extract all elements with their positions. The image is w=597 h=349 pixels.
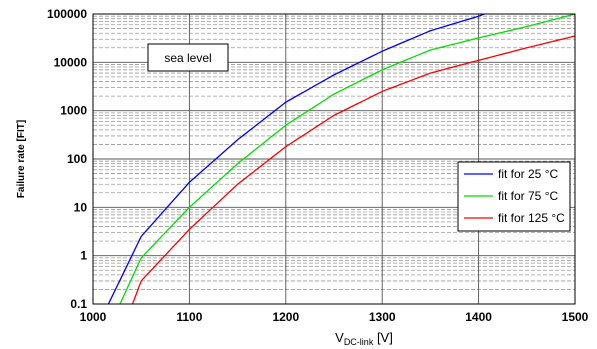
x-tick-label: 1100: [176, 310, 202, 324]
y-tick-label: 10000: [54, 55, 88, 69]
legend-label-1: fit for 25 °C: [498, 167, 558, 181]
legend-label-3: fit for 125 °C: [498, 211, 565, 225]
y-tick-label: 1000: [60, 104, 87, 118]
series-line-2: [119, 13, 576, 305]
minor-grid: [93, 15, 575, 290]
x-tick-label: 1000: [80, 310, 107, 324]
annotation-text: sea level: [164, 51, 211, 65]
legend: fit for 25 °C fit for 75 °C fit for 125 °C: [457, 161, 571, 232]
y-tick-label: 1: [80, 249, 87, 263]
series-layer: [107, 13, 576, 305]
annotation-box: sea level: [147, 43, 229, 72]
x-axis-label: VDC-link [V]: [335, 330, 393, 347]
x-axis-label-unit: [V]: [373, 330, 393, 345]
legend-label-2: fit for 75 °C: [498, 189, 558, 203]
x-tick-label: 1500: [562, 310, 589, 324]
x-tick-labels: 1000 1100 1200 1300 1400 1500: [80, 310, 589, 324]
series-line-1: [107, 13, 485, 305]
x-axis-label-sub: DC-link: [344, 337, 374, 347]
y-tick-label: 10: [74, 200, 88, 214]
y-tick-label: 100: [67, 152, 87, 166]
y-axis-label: Failure rate [FIT]: [16, 120, 27, 198]
x-tick-label: 1400: [465, 310, 492, 324]
x-tick-label: 1300: [369, 310, 396, 324]
series-line-3: [131, 35, 576, 305]
x-tick-label: 1200: [272, 310, 299, 324]
x-axis-label-main: V: [335, 330, 344, 345]
y-tick-label: 100000: [47, 7, 87, 21]
plot-border: [92, 13, 576, 305]
y-tick-labels: 0.1 1 10 100 1000 10000 100000: [47, 7, 87, 311]
y-tick-label: 0.1: [70, 297, 87, 311]
